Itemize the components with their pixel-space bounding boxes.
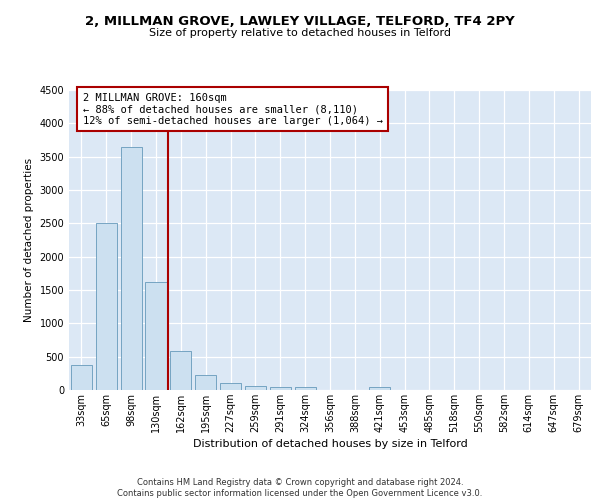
Bar — [96, 224, 117, 390]
Y-axis label: Number of detached properties: Number of detached properties — [24, 158, 34, 322]
Text: 2, MILLMAN GROVE, LAWLEY VILLAGE, TELFORD, TF4 2PY: 2, MILLMAN GROVE, LAWLEY VILLAGE, TELFOR… — [85, 15, 515, 28]
Bar — [295, 388, 316, 390]
Bar — [369, 386, 390, 390]
Text: 2 MILLMAN GROVE: 160sqm
← 88% of detached houses are smaller (8,110)
12% of semi: 2 MILLMAN GROVE: 160sqm ← 88% of detache… — [83, 92, 383, 126]
Text: Size of property relative to detached houses in Telford: Size of property relative to detached ho… — [149, 28, 451, 38]
Bar — [170, 352, 191, 390]
Bar — [220, 382, 241, 390]
Bar — [145, 282, 167, 390]
X-axis label: Distribution of detached houses by size in Telford: Distribution of detached houses by size … — [193, 439, 467, 449]
Bar — [270, 387, 291, 390]
Bar — [121, 146, 142, 390]
Text: Contains HM Land Registry data © Crown copyright and database right 2024.
Contai: Contains HM Land Registry data © Crown c… — [118, 478, 482, 498]
Bar — [245, 386, 266, 390]
Bar — [195, 376, 216, 390]
Bar — [71, 366, 92, 390]
